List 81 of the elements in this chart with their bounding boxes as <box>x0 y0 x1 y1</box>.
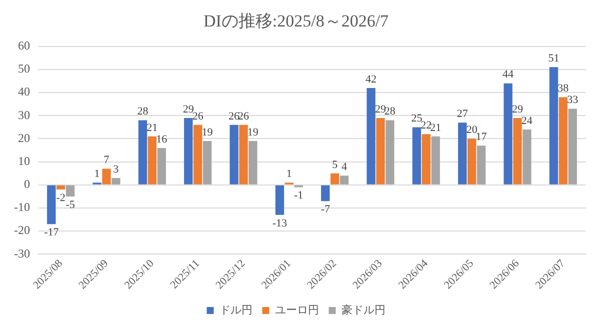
bar <box>386 120 394 184</box>
y-tick-label: 20 <box>18 130 30 145</box>
data-label: -13 <box>272 217 288 230</box>
bar <box>366 88 376 184</box>
bar <box>476 146 486 184</box>
bar <box>412 127 422 184</box>
bar <box>56 185 66 190</box>
data-label: 7 <box>104 154 110 166</box>
y-tick-label: 50 <box>18 62 30 76</box>
bar <box>193 124 202 184</box>
bar <box>340 176 349 184</box>
bar <box>321 185 330 202</box>
bar <box>431 136 440 184</box>
data-label: 26 <box>192 110 204 122</box>
bar <box>239 124 248 184</box>
data-label: 28 <box>137 106 149 118</box>
bar <box>330 173 340 184</box>
data-label: 1 <box>286 168 292 180</box>
data-label: 42 <box>366 73 377 86</box>
data-label: 19 <box>247 126 259 138</box>
bar <box>184 118 193 184</box>
bar <box>467 138 476 184</box>
bar <box>422 134 431 184</box>
legend-label: 豪ドル円 <box>341 303 386 316</box>
bar <box>504 83 512 184</box>
data-label: 1 <box>94 168 100 180</box>
data-label: 3 <box>113 163 120 176</box>
data-label: 28 <box>384 106 396 118</box>
data-label: 25 <box>411 112 423 125</box>
chart-title: DIの推移:2025/8～2026/7 <box>203 12 390 31</box>
y-tick-label: -20 <box>14 223 30 238</box>
bar <box>138 120 148 184</box>
bar <box>458 122 467 184</box>
data-label: 26 <box>228 110 240 122</box>
data-label: 29 <box>512 103 524 116</box>
y-tick-label: 0 <box>24 177 30 192</box>
data-label: -17 <box>44 226 60 239</box>
bar <box>66 185 75 196</box>
data-label: 19 <box>202 126 214 138</box>
y-tick-label: -30 <box>14 246 30 260</box>
data-label: 16 <box>156 133 168 146</box>
bar <box>522 130 532 184</box>
data-label: -2 <box>56 192 66 204</box>
data-label: 5 <box>332 158 338 171</box>
bar <box>47 185 56 224</box>
data-label: -1 <box>294 190 304 202</box>
bar <box>549 67 558 184</box>
bar <box>112 178 120 184</box>
legend-label: ドル円 <box>219 304 252 316</box>
legend-label: ユーロ円 <box>274 304 319 316</box>
data-label: -5 <box>66 198 76 211</box>
bar <box>568 108 577 184</box>
y-tick-label: 40 <box>18 84 30 99</box>
data-label: 4 <box>342 161 348 174</box>
data-label: 38 <box>558 82 570 95</box>
y-tick-label: 30 <box>18 108 30 122</box>
y-tick-label: 60 <box>18 38 30 53</box>
data-label: 51 <box>548 52 560 65</box>
bar <box>102 168 111 184</box>
y-tick-label: 10 <box>18 154 30 168</box>
bar <box>248 141 258 184</box>
data-label: 17 <box>476 131 488 144</box>
bar <box>148 136 157 184</box>
data-label: 20 <box>466 124 478 136</box>
bar <box>230 124 238 184</box>
data-label: 27 <box>456 108 468 120</box>
data-label: 26 <box>238 110 250 122</box>
data-label: 21 <box>430 122 442 134</box>
data-label: 22 <box>420 120 432 132</box>
bar <box>202 141 212 184</box>
bar <box>376 118 385 184</box>
bar <box>558 97 568 184</box>
bar <box>513 118 522 184</box>
bar <box>157 148 166 184</box>
y-tick-label: -10 <box>14 200 30 214</box>
bar <box>275 185 284 215</box>
data-label: 29 <box>182 103 194 116</box>
data-label: 44 <box>502 68 514 81</box>
data-label: 33 <box>567 94 579 106</box>
data-label: -7 <box>320 203 330 216</box>
data-label: 21 <box>146 122 158 134</box>
